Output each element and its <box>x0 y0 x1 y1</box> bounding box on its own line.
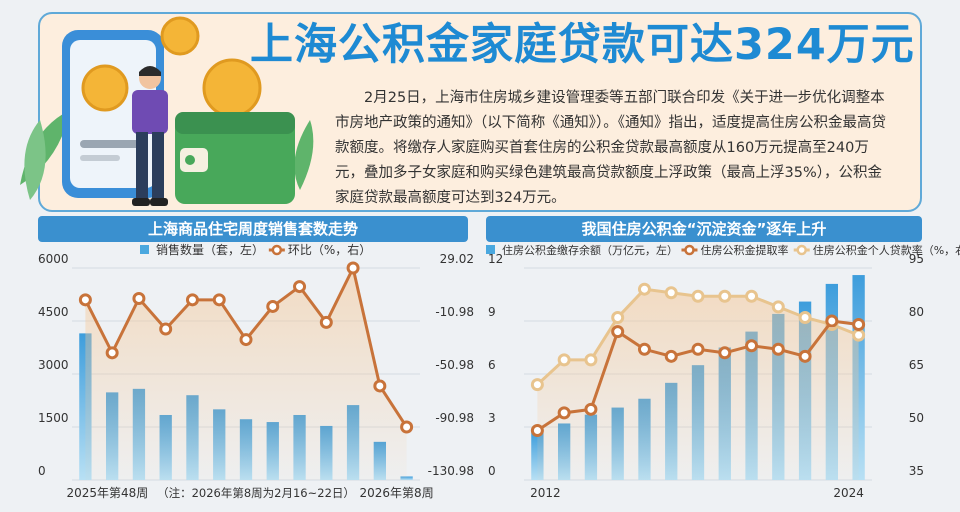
c1-legend-label: 环比（%，右） <box>288 242 371 257</box>
c1-point <box>346 261 360 275</box>
c2-point <box>745 289 759 303</box>
c1-note: （注：2026年第8周为2月16~22日） <box>157 486 355 500</box>
c2-point <box>691 289 705 303</box>
c2-point <box>557 353 571 367</box>
c1-ytick-left: 3000 <box>38 358 69 372</box>
c2-point <box>664 349 678 363</box>
c1-point <box>159 322 173 336</box>
c2-legend-label: 住房公积金个人贷款率（%，右） <box>813 243 960 257</box>
c1-point <box>373 379 387 393</box>
c2-point <box>611 310 625 324</box>
c2-ytick-right: 65 <box>909 358 924 372</box>
c2-point <box>852 328 866 342</box>
c1-point <box>319 315 333 329</box>
c2-point <box>584 402 598 416</box>
c2-legend-label: 住房公积金缴存余额（万亿元，左） <box>502 243 678 257</box>
c2-point <box>798 349 812 363</box>
c1-legend-swatch <box>140 245 149 254</box>
c1-legend-marker <box>271 244 283 256</box>
c1-ytick-right: -10.98 <box>435 305 474 319</box>
c2-xtick-start: 2012 <box>530 486 561 500</box>
c2-point <box>798 310 812 324</box>
c1-ytick-right: 29.02 <box>440 252 474 266</box>
c2-ytick-left: 6 <box>488 358 496 372</box>
lead-paragraph: 2月25日，上海市住房城乡建设管理委等五部门联合印发《关于进一步优化调整本市房地… <box>335 90 886 206</box>
c2-ytick-right: 35 <box>909 464 924 478</box>
c2-ytick-right: 80 <box>909 305 924 319</box>
c2-ytick-right: 95 <box>909 252 924 266</box>
c2-point <box>530 378 544 392</box>
c1-point <box>293 280 307 294</box>
chart-housing-fund: 0 3 6 9 12 35 50 65 80 95 2012 2024 住房公积金缴存余额（万亿元，左）… <box>486 243 960 500</box>
c1-point <box>132 292 146 306</box>
c1-ytick-left: 0 <box>38 464 46 478</box>
c1-point <box>185 293 199 307</box>
c2-ytick-left: 0 <box>488 464 496 478</box>
c2-ytick-left: 9 <box>488 305 496 319</box>
c2-legend-marker <box>684 244 695 256</box>
c1-xtick-start: 2025年第48周 <box>66 486 148 500</box>
c2-point <box>691 342 705 356</box>
c2-legend-marker <box>796 244 807 256</box>
c2-xtick-end: 2024 <box>833 486 864 500</box>
c2-point <box>825 314 839 328</box>
c1-ytick-right: -90.98 <box>435 411 474 425</box>
c2-ytick-left: 3 <box>488 411 496 425</box>
c1-point <box>105 346 119 360</box>
illustration <box>20 16 314 206</box>
c2-legend-label: 住房公积金提取率 <box>700 243 788 257</box>
c2-point <box>771 342 785 356</box>
c1-legend-label: 销售数量（套，左） <box>156 242 264 257</box>
c2-point <box>584 353 598 367</box>
page-title: 上海公积金家庭贷款可达324万元 <box>250 20 915 70</box>
c2-legend-swatch <box>486 245 495 254</box>
c1-point <box>78 293 92 307</box>
chart1-title: 上海商品住宅周度销售套数走势 <box>38 216 468 242</box>
chart2-title: 我国住房公积金“沉淀资金”逐年上升 <box>486 216 922 242</box>
c1-ytick-right: -130.98 <box>428 464 474 478</box>
c2-point <box>745 339 759 353</box>
c2-point <box>718 346 732 360</box>
c2-point <box>852 318 866 332</box>
c1-point <box>400 420 414 434</box>
c2-point <box>611 325 625 339</box>
c1-xtick-end: 2026年第8周 <box>360 486 434 500</box>
c2-point <box>530 424 544 438</box>
c1-area <box>85 268 407 480</box>
c2-ytick-right: 50 <box>909 411 924 425</box>
c2-ytick-left: 12 <box>488 252 503 266</box>
c1-point <box>239 333 253 347</box>
c2-point <box>771 300 785 314</box>
c2-point <box>664 286 678 300</box>
c1-ytick-left: 4500 <box>38 305 69 319</box>
c2-point <box>637 342 651 356</box>
c1-point <box>212 293 226 307</box>
c1-ytick-left: 1500 <box>38 411 69 425</box>
c1-ytick-left: 6000 <box>38 252 69 266</box>
c1-ytick-right: -50.98 <box>435 358 474 372</box>
c2-point <box>637 282 651 296</box>
chart-weekly-sales: 0 1500 3000 4500 6000 -130.98 -90.98 -50.98 -10.… <box>38 242 474 500</box>
c2-point <box>718 289 732 303</box>
c1-point <box>266 299 280 313</box>
c2-point <box>557 406 571 420</box>
